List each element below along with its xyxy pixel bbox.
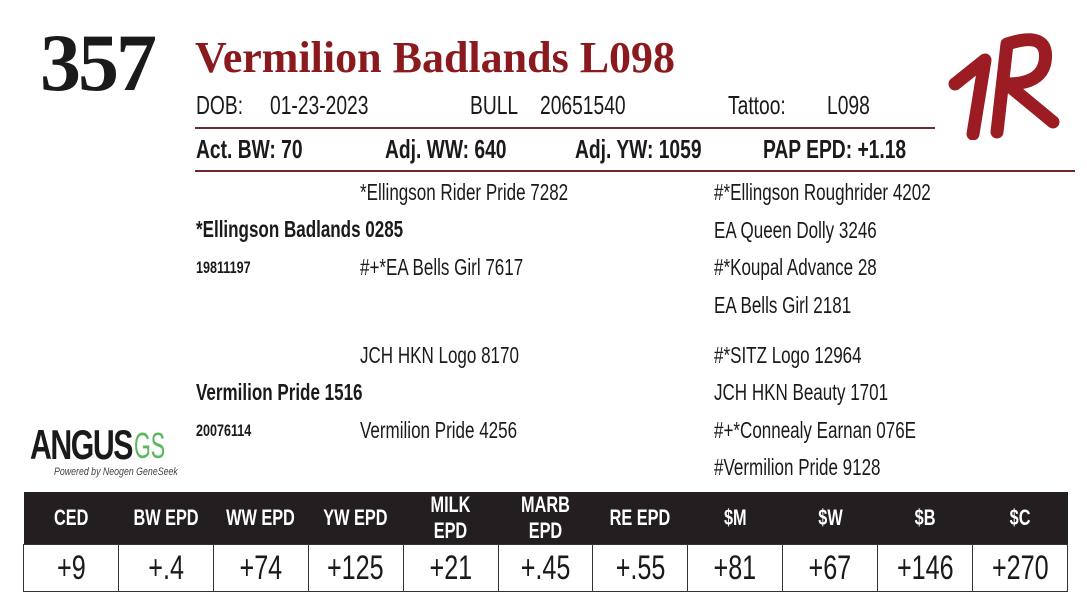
epd-value-text: +67 xyxy=(808,548,852,587)
epd-header-label: RE EPD xyxy=(610,505,671,530)
epd-value-text: +9 xyxy=(56,548,86,587)
lot-number: 357 xyxy=(40,17,157,108)
epd-value-text: +125 xyxy=(327,548,385,587)
epd-header: RE EPD xyxy=(592,492,688,545)
actual-bw: Act. BW: 70 xyxy=(196,134,303,164)
epd-header-label: BW EPD xyxy=(133,505,199,530)
epd-header-label: WW EPD xyxy=(226,505,296,530)
sire-sire-sire: #*Ellingson Roughrider 4202 xyxy=(714,179,931,205)
pap-epd: PAP EPD: +1.18 xyxy=(763,134,907,164)
logo-suffix: GS xyxy=(134,425,166,466)
adjusted-ww: Adj. WW: 640 xyxy=(385,134,507,164)
epd-value: +81 xyxy=(687,544,784,592)
epd-header-row: CED BW EPD WW EPD YW EPD MILK EPD MARB EPD RE … xyxy=(23,492,1068,545)
epd-header-label: $M xyxy=(723,505,747,530)
epd-value-text: +.4 xyxy=(148,548,184,587)
epd-value-text: +270 xyxy=(991,548,1049,587)
dam-dam-sire: #+*Connealy Earnan 076E xyxy=(714,417,917,443)
dob-label: DOB: xyxy=(196,90,244,120)
epd-value: +270 xyxy=(972,544,1068,592)
dam-sire: JCH HKN Logo 8170 xyxy=(360,342,519,368)
adjusted-yw: Adj. YW: 1059 xyxy=(575,134,702,164)
animal-name: Vermilion Badlands L098 xyxy=(195,33,676,82)
epd-header-label: MARB EPD xyxy=(521,492,570,543)
epd-value: +.45 xyxy=(497,544,594,592)
epd-table: CED BW EPD WW EPD YW EPD MILK EPD MARB EPD RE … xyxy=(23,492,1068,592)
epd-value: +74 xyxy=(212,544,309,592)
epd-value-text: +21 xyxy=(429,548,472,587)
epd-header: WW EPD xyxy=(213,492,309,545)
angus-gs-logo: ANGUS GS Powered by Neogen GeneSeek xyxy=(30,421,178,478)
epd-header: MILK EPD xyxy=(403,492,499,545)
dam-dam: Vermilion Pride 4256 xyxy=(360,417,518,443)
divider xyxy=(195,170,1075,172)
dam-sire-sire: #*SITZ Logo 12964 xyxy=(714,342,862,368)
ranch-brand-logo xyxy=(948,33,1060,140)
dam-sire-dam: JCH HKN Beauty 1701 xyxy=(714,379,889,405)
epd-value: +9 xyxy=(23,544,119,592)
epd-header: MARB EPD xyxy=(498,492,593,545)
divider xyxy=(195,127,935,129)
sex: BULL xyxy=(470,90,519,120)
epd-value: +.4 xyxy=(117,544,214,592)
epd-value-text: +81 xyxy=(713,548,757,587)
registration-number: 20651540 xyxy=(540,90,626,120)
epd-value-text: +146 xyxy=(896,548,954,587)
epd-header-label: CED xyxy=(53,505,89,530)
sire-name: *Ellingson Badlands 0285 xyxy=(196,216,404,242)
epd-value: +125 xyxy=(307,544,404,592)
sire-dam-dam: EA Bells Girl 2181 xyxy=(714,292,852,318)
logo-tagline: Powered by Neogen GeneSeek xyxy=(54,466,178,478)
sire-registration: 19811197 xyxy=(196,258,251,277)
epd-header-label: YW EPD xyxy=(323,505,388,530)
logo-brand: ANGUS xyxy=(30,421,133,468)
epd-header: BW EPD xyxy=(118,492,214,545)
epd-header: $C xyxy=(972,492,1068,545)
epd-header: $B xyxy=(877,492,973,545)
sire-sire-dam: EA Queen Dolly 3246 xyxy=(714,217,877,243)
dam-registration: 20076114 xyxy=(196,421,252,440)
epd-header: CED xyxy=(23,492,119,545)
sire-dam: #+*EA Bells Girl 7617 xyxy=(360,254,524,280)
tattoo-label: Tattoo: xyxy=(728,90,786,120)
epd-value-text: +.45 xyxy=(520,548,571,587)
epd-header-label: $W xyxy=(817,505,843,530)
epd-value: +.55 xyxy=(592,544,689,592)
epd-header: YW EPD xyxy=(308,492,404,545)
tattoo-value: L098 xyxy=(827,90,870,120)
dam-name: Vermilion Pride 1516 xyxy=(196,379,363,405)
epd-header-label: $C xyxy=(1009,505,1031,530)
epd-value-row: +9 +.4 +74 +125 +21 +.45 +.55 +81 +67 +146 +270 xyxy=(23,544,1068,592)
epd-header-label: $B xyxy=(914,505,936,530)
epd-header-label: MILK EPD xyxy=(430,492,471,543)
epd-value-text: +74 xyxy=(239,548,283,587)
epd-value: +21 xyxy=(402,544,499,592)
epd-value: +146 xyxy=(877,544,974,592)
sire-dam-sire: #*Koupal Advance 28 xyxy=(714,254,877,280)
epd-value-text: +.55 xyxy=(615,548,666,587)
dam-dam-dam: #Vermilion Pride 9128 xyxy=(714,454,881,480)
epd-value: +67 xyxy=(782,544,879,592)
epd-header: $M xyxy=(687,492,783,545)
epd-header: $W xyxy=(782,492,878,545)
sire-sire: *Ellingson Rider Pride 7282 xyxy=(360,179,569,205)
dob-value: 01-23-2023 xyxy=(270,90,369,120)
